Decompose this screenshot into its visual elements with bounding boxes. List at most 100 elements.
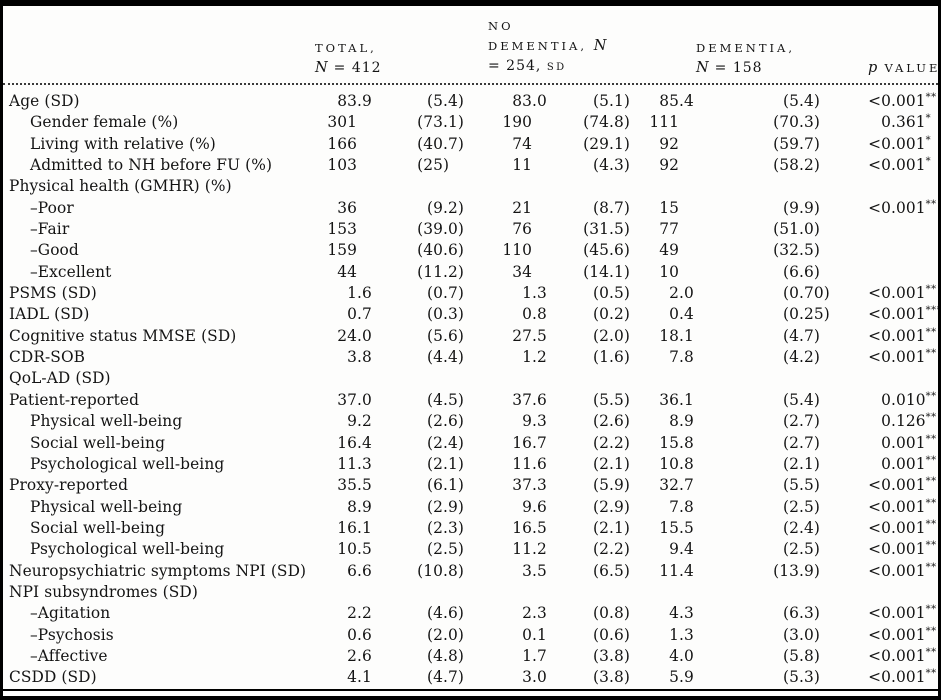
cell-no-dementia-sd: (8.7) [532,198,630,219]
cell-no-dementia-mean: 3.0 [443,667,547,688]
value-main: 1 [522,284,532,303]
cell-total-mean: 2.2 [315,603,372,624]
value-main: <0 [868,646,891,665]
cell-no-dementia-mean: 37.3 [443,475,547,496]
table-row: Living with relative (%) 166 (40.7) 74 (… [9,134,938,155]
cell-dementia-mean [609,582,679,603]
cell-no-dementia-sd [532,176,609,197]
table-row: –Good 159 (40.6) 110 (45.6) 49 (32.5) [9,240,938,261]
cell-no-dementia-mean [443,176,532,197]
cell-total-sd: (4.5) [357,390,464,411]
value-main: 74 [512,134,532,153]
value-main: 7 [669,348,679,367]
cell-no-dementia-sd: (0.8) [532,603,630,624]
row-label: PSMS (SD) [9,284,97,303]
cell-dementia-mean: 5.9 [609,667,694,688]
cell-no-dementia-mean: 2.3 [443,603,547,624]
cell-dementia-sd: (5.4) [679,91,820,112]
cell-dementia-sd: (2.7) [679,411,820,432]
value-main: <0 [868,604,891,623]
cell-no-dementia-sd: (2.1) [532,454,630,475]
table-row: PSMS (SD) 1.6 (0.7) 1.3 (0.5) 2.0 (0.70)… [9,283,938,304]
cell-total-mean: 36 [315,198,357,219]
cell-no-dementia-mean: 1.2 [443,347,547,368]
value-main: 0 [881,412,891,431]
p-significance-asterisks: ** [925,348,937,359]
value-main: 37 [512,390,532,409]
value-main: 1 [522,348,532,367]
cell-p-value: <0.001** [799,91,936,112]
table-row: –Psychosis 0.6 (2.0) 0.1 (0.6) 1.3 (3.0)… [9,625,938,646]
value-main: <0 [868,668,891,687]
cell-dementia-sd: (9.9) [679,198,820,219]
cell-dementia-sd: (59.7) [679,134,820,155]
cell-dementia-mean: 0.4 [609,304,694,325]
row-label: Neuropsychiatric symptoms NPI (SD) [9,561,307,580]
cell-dementia-sd: (6.3) [679,603,820,624]
p-significance-asterisks: ** [925,412,937,424]
value-main: (4 [427,668,443,687]
value-main: (4 [427,348,443,367]
cell-no-dementia-mean: 27.5 [443,326,547,347]
row-label: –Psychosis [30,625,114,644]
cell-dementia-sd: (5.3) [679,667,820,688]
value-main: 0 [881,433,891,452]
value-main: (9 [427,198,443,217]
value-main: 15 [659,433,679,452]
value-main: 0 [347,625,357,644]
table-row: Admitted to NH before FU (%) 103 (25) 11… [9,155,938,176]
value-main: (2 [593,412,609,431]
cell-dementia-mean: 111 [609,112,679,133]
cell-total-sd: (10.8) [357,561,464,582]
value-main: (14 [583,262,609,281]
cell-no-dementia-mean: 11 [443,155,532,176]
cell-no-dementia-mean: 34 [443,262,532,283]
table-row: IADL (SD) 0.7 (0.3) 0.8 (0.2) 0.4 (0.25)… [9,304,938,325]
cell-p-value: <0.001** [799,625,936,646]
row-label: Age (SD) [9,92,80,110]
cell-no-dementia-mean: 9.6 [443,497,547,518]
cell-no-dementia-sd: (2.1) [532,518,630,539]
value-main: <0 [868,198,891,217]
value-main: 4 [669,646,679,665]
value-main: 166 [327,134,357,153]
value-main: 16 [512,518,532,537]
value-main: 10 [659,454,679,473]
value-main: 301 [327,113,357,132]
header-nodem-sd: SD [546,62,567,73]
row-label: –Excellent [30,262,112,281]
value-main: (39 [417,220,443,239]
cell-p-value [799,582,891,603]
value-main: (2 [783,412,799,431]
value-main: 5 [669,668,679,687]
value-main: 49 [659,241,679,260]
value-main: <0 [868,156,891,175]
cell-dementia-mean: 49 [609,240,679,261]
cell-no-dementia-mean: 0.8 [443,304,547,325]
cell-dementia-sd: (58.2) [679,155,820,176]
value-main: 15 [659,198,679,217]
value-main: (4 [593,156,609,175]
value-main: (2 [783,454,799,473]
value-main: 0 [669,305,679,324]
value-main: (2 [427,625,443,644]
table-header-row: TOTAL, N = 412 NO DEMENTIA, N = 254, SD … [3,6,938,85]
cell-no-dementia-sd: (2.2) [532,433,630,454]
table-row: Social well-being 16.1 (2.3) 16.5 (2.1) … [9,518,938,539]
cell-total-mean: 9.2 [315,411,372,432]
row-label: –Good [30,241,79,260]
cell-total-sd: (39.0) [357,219,464,240]
value-main: 9 [669,540,679,559]
cell-dementia-mean: 32.7 [609,475,694,496]
cell-total-sd: (73.1) [357,112,464,133]
value-main: 9 [522,497,532,516]
value-main: (4 [427,390,443,409]
cell-total-sd: (2.9) [357,497,464,518]
value-main: (2 [783,518,799,537]
value-main: (2 [593,540,609,559]
cell-total-sd: (2.3) [357,518,464,539]
cell-dementia-mean [609,368,679,389]
cell-no-dementia-mean [443,582,532,603]
value-main: 35 [337,476,357,495]
value-main: (5 [783,390,799,409]
